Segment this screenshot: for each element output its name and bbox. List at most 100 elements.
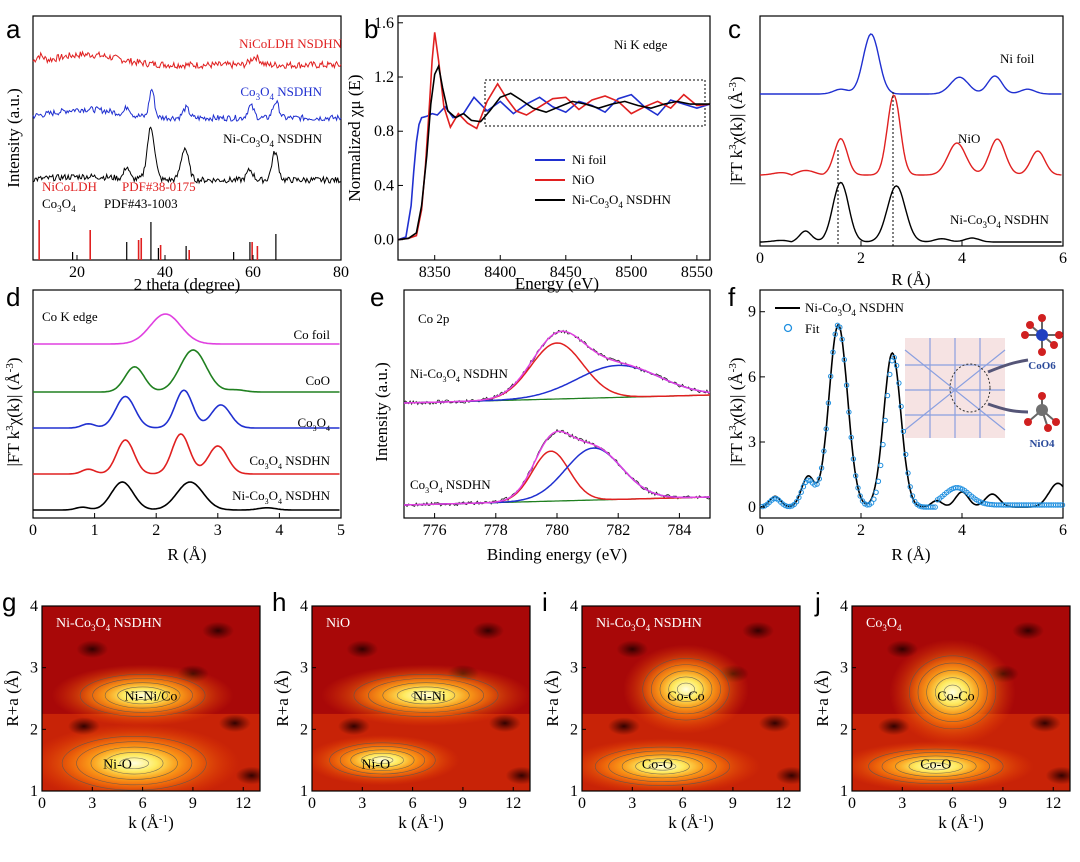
- fit-point: [796, 494, 802, 501]
- title-e: Co 2p: [418, 311, 449, 326]
- fit-point: [837, 324, 843, 330]
- plot-frame-c: [759, 15, 1064, 247]
- panel-label-c: c: [728, 14, 741, 44]
- heatmap-ytick-label: 2: [840, 721, 848, 738]
- e-xtick-label: 782: [606, 522, 630, 539]
- fit-point: [818, 465, 825, 471]
- plot-frame-d: [32, 289, 342, 519]
- label-c-ni-foil: Ni foil: [1000, 51, 1035, 66]
- y-axis-label-e: Intensity (a.u.): [372, 362, 391, 462]
- fit-point: [932, 504, 938, 510]
- legend-f-exp: Ni-Co3O4 NSDHN: [805, 300, 905, 318]
- x-axis-label-b: Energy (eV): [515, 274, 599, 293]
- c-xtick-label: 4: [958, 250, 966, 267]
- legend-ni-co3o4: Ni-Co3O4 NSDHN: [223, 131, 323, 149]
- e-xtick-label: 776: [423, 522, 447, 539]
- heatmap-xtick-label: 0: [38, 795, 46, 812]
- fit-point: [880, 441, 886, 448]
- heatmap-ytick-label: 4: [570, 598, 578, 615]
- heatmap-title: Ni-Co3O4 NSDHN: [596, 616, 702, 633]
- fit-point: [887, 371, 893, 378]
- fit-point: [828, 373, 834, 379]
- fit-point: [907, 484, 913, 490]
- heatmap-xtick-label: 9: [459, 795, 467, 812]
- heatmap-xtick-label: 0: [308, 795, 316, 812]
- b-xtick-label: 8400: [484, 264, 516, 281]
- heatmap-xtick-label: 9: [189, 795, 197, 812]
- heatmap-xtick-label: 12: [505, 795, 521, 812]
- heatmap-peak: [351, 673, 502, 718]
- label-e-co3o4-nsdhn: Co3O4 NSDHN: [410, 477, 491, 495]
- fit-point: [905, 470, 911, 476]
- x-ticks-a: 20 40 60 80: [69, 255, 349, 281]
- heatmap-frame: [41, 605, 261, 792]
- heatmap-ytick-label: 2: [300, 721, 308, 738]
- crystal-structure-inset: CoO6 NiO4: [904, 314, 1063, 450]
- x-axis-label-a: 2 theta (degree): [134, 275, 241, 294]
- d-xtick-label: 1: [91, 522, 99, 539]
- heatmap-ytick-label: 4: [840, 598, 848, 615]
- heatmap-contour: [659, 670, 713, 709]
- heatmap-contour: [648, 762, 677, 771]
- fit-point: [855, 485, 861, 491]
- heatmap-contour: [104, 682, 181, 709]
- heatmap-contour: [92, 678, 193, 713]
- heatmap-ytick-label: 2: [570, 721, 578, 738]
- fit-point: [955, 485, 961, 491]
- heatmap-title: Ni-Co3O4 NSDHN: [56, 616, 162, 633]
- fit-point: [1059, 502, 1066, 508]
- fit-point: [848, 434, 854, 441]
- panel-label-e: e: [370, 282, 384, 312]
- heatmap-contour: [79, 673, 206, 717]
- heatmap-contour: [935, 677, 971, 708]
- ref-co3o4-label: Co3O4: [42, 196, 76, 214]
- heatmap-xtick-label: 6: [679, 795, 687, 812]
- heatmap-field: [42, 606, 260, 791]
- heatmap-contour: [677, 682, 695, 696]
- heatmap-peak: [640, 657, 731, 722]
- heatmap-field: [582, 606, 800, 791]
- ft-co3o4-nsdhn-line: [33, 433, 340, 475]
- xps-envelope: [404, 430, 710, 506]
- ft-ni-co3o4-line: [760, 181, 1062, 243]
- heatmap-xtick-label: 12: [775, 795, 791, 812]
- heatmap-y-label: R+a (Å): [273, 670, 292, 726]
- title-b: Ni K edge: [614, 37, 668, 52]
- fit-point: [839, 336, 845, 342]
- ref-nicoldh-label: NiCoLDH: [42, 179, 97, 194]
- xps-raw: [403, 428, 711, 508]
- label-d-co3o4: Co3O4: [297, 415, 330, 433]
- b-xtick-label: 8500: [615, 264, 647, 281]
- x-axis-label-f: R (Å): [891, 545, 930, 564]
- heatmap-frame: [311, 605, 531, 792]
- panel-label-f: f: [728, 282, 736, 312]
- panel-c: c 0 2 4 6 Ni foil NiO Ni-Co3O4 NSDHN |FT k3…: [727, 14, 1067, 289]
- heatmap-annotation-outer: Co-Co: [937, 689, 974, 704]
- heatmap-annotation-inner: Ni-O: [361, 757, 390, 772]
- fit-point: [898, 403, 904, 410]
- heatmap-xtick-label: 0: [848, 795, 856, 812]
- panel-label-b: b: [364, 14, 378, 44]
- fit-point: [816, 476, 822, 482]
- heatmap-contour: [382, 682, 470, 709]
- heatmap-contour: [895, 755, 977, 778]
- fit-point: [793, 499, 800, 505]
- b-xtick-label: 8550: [681, 264, 713, 281]
- b-ytick-label: 0.8: [374, 123, 394, 140]
- a-xtick-label: 80: [333, 264, 349, 281]
- x-axis-label-d: R (Å): [167, 545, 206, 564]
- fit-point: [871, 496, 877, 502]
- f-ytick-label: 3: [748, 434, 756, 451]
- heatmap-x-label: k (Å-1): [668, 813, 714, 832]
- heatmap-frame: [581, 605, 801, 792]
- panel-e: e Co 2p 776 778 780 782 784 Ni-Co3O4 NSDHN C…: [370, 282, 711, 564]
- heatmap-contour: [642, 658, 730, 721]
- y-axis-label-d: |FT k3χ(k)| (Å-3): [4, 358, 23, 467]
- heatmap-dark-spot: [775, 766, 800, 785]
- y-axis-label-b: Normalized χμ (E): [345, 74, 364, 201]
- zoom-box: [484, 79, 706, 127]
- xanes-nio-line: [397, 32, 711, 241]
- xps-envelope: [404, 330, 711, 404]
